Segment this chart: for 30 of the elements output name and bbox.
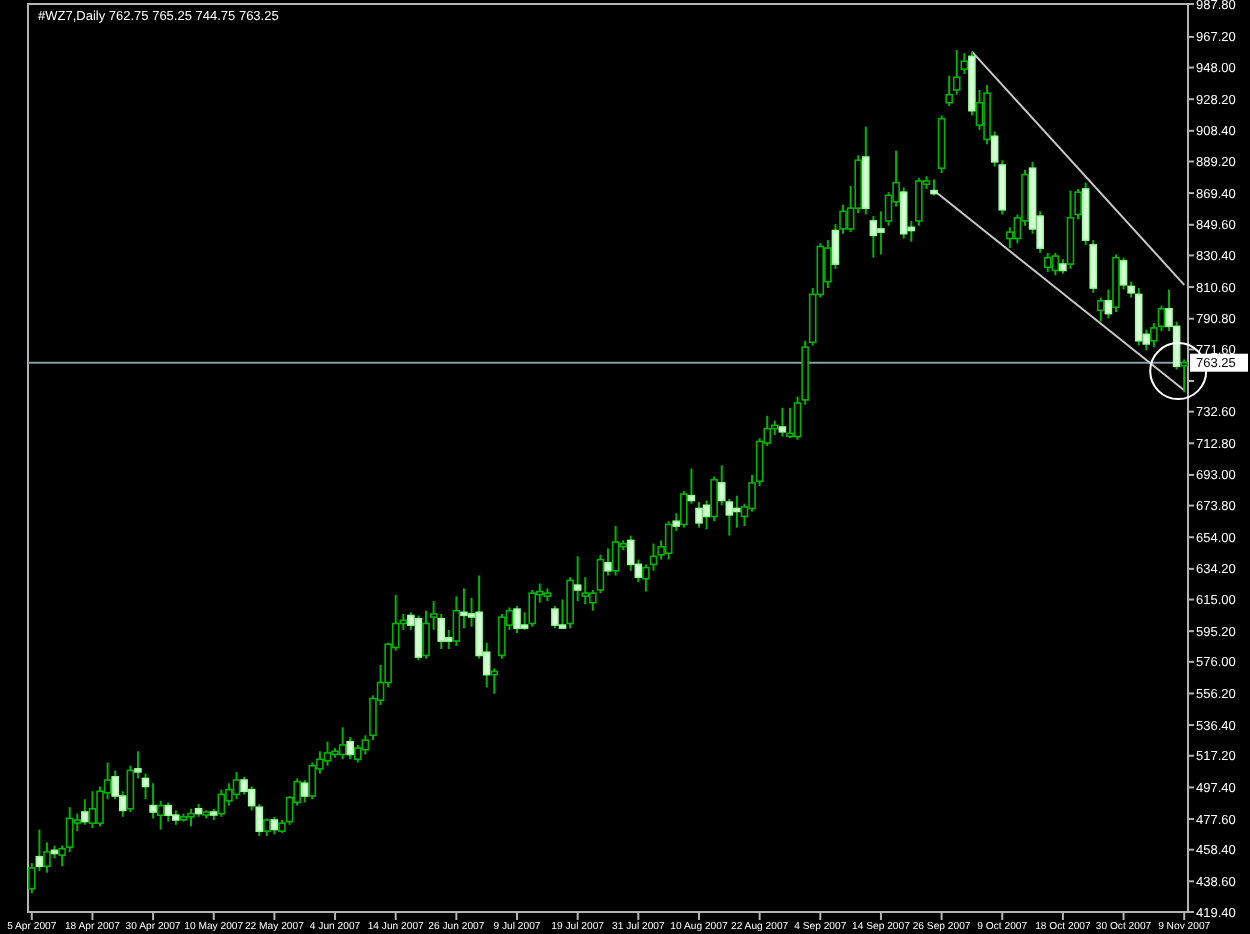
candlestick [338,726,347,761]
candlestick [1097,296,1105,323]
candlestick [611,525,620,577]
candlestick [217,788,226,818]
candlestick [346,735,355,761]
candlestick [1134,287,1143,347]
candlestick [490,667,499,695]
candlestick [664,520,673,561]
candlestick [528,588,536,628]
candlestick [1066,189,1075,270]
candlestick [869,215,878,259]
candlestick [149,782,157,820]
candlestick [695,501,703,529]
candlestick [1180,358,1189,394]
candlestick [513,604,521,635]
candlestick [414,614,423,662]
candlestick [88,790,97,829]
candlestick [232,771,241,801]
candlestick [1043,251,1052,274]
candlestick [164,801,173,823]
candlestick [1051,251,1060,277]
candlestick [323,740,332,767]
candlestick [551,604,559,630]
candlestick [498,612,506,660]
candlestick [733,494,741,529]
candlestick [81,798,89,826]
candlestick [422,609,430,660]
candlestick [452,595,461,647]
candlestick [778,406,787,438]
candlestick [786,406,794,440]
